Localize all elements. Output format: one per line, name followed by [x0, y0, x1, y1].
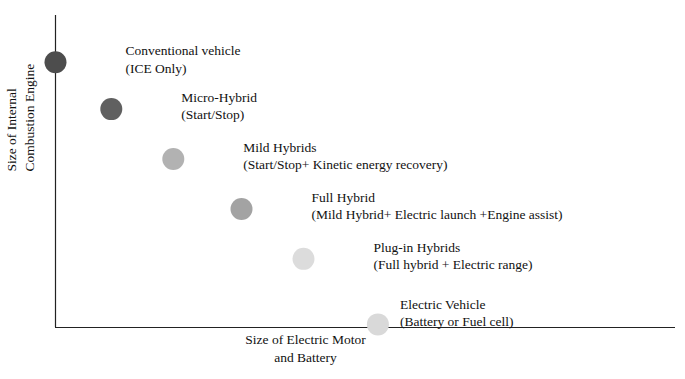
svg-text:Conventional vehicle(ICE Only): Conventional vehicle(ICE Only): [126, 43, 241, 76]
svg-text:Micro-Hybrid(Start/Stop): Micro-Hybrid(Start/Stop): [181, 90, 257, 123]
svg-text:Electric Vehicle(Battery or Fu: Electric Vehicle(Battery or Fuel cell): [400, 297, 514, 329]
svg-text:Size of InternalCombustion Eng: Size of InternalCombustion Engine: [4, 64, 37, 172]
svg-text:Plug-in Hybrids(Full hybrid +: Plug-in Hybrids(Full hybrid + Electric r…: [374, 240, 533, 273]
svg-text:Size of Electric Motorand Batt: Size of Electric Motorand Battery: [245, 332, 366, 365]
svg-text:Mild Hybrids(Start/Stop+ Kinet: Mild Hybrids(Start/Stop+ Kinetic energy …: [243, 140, 447, 173]
svg-text:Full Hybrid(Mild Hybrid+ Elect: Full Hybrid(Mild Hybrid+ Electric launch…: [312, 190, 563, 223]
